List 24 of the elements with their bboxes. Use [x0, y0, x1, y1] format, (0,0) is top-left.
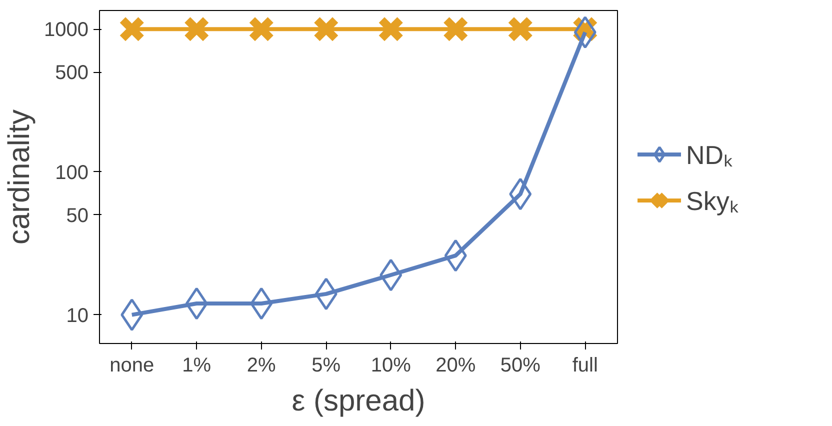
- x-tick-label: 1%: [182, 354, 212, 376]
- x-tick-label: 10%: [370, 354, 412, 376]
- x-tick-label: 20%: [436, 354, 476, 376]
- y-tick-label: 500: [55, 62, 89, 84]
- x-tick-label: none: [110, 354, 154, 376]
- y-tick-label: 100: [55, 162, 89, 184]
- x-tick-label: 50%: [500, 354, 541, 376]
- y-tick-label: 1000: [44, 19, 89, 42]
- y-axis-title: cardinality: [3, 109, 36, 245]
- legend-label: NDₖ: [686, 138, 733, 172]
- y-tick-label: 50: [66, 204, 89, 227]
- x-tick-label: 2%: [246, 354, 276, 376]
- x-tick-label: 5%: [312, 354, 341, 376]
- point: [442, 16, 469, 42]
- legend-label: Skyₖ: [686, 184, 738, 218]
- x-axis-title: ε (spread): [292, 384, 426, 418]
- point: [507, 16, 534, 42]
- point: [312, 16, 340, 42]
- point: [183, 16, 210, 42]
- x-tick-label: full: [572, 354, 598, 376]
- y-tick-label: 10: [66, 304, 89, 327]
- point: [378, 16, 404, 42]
- point: [248, 16, 275, 42]
- point: [118, 16, 146, 42]
